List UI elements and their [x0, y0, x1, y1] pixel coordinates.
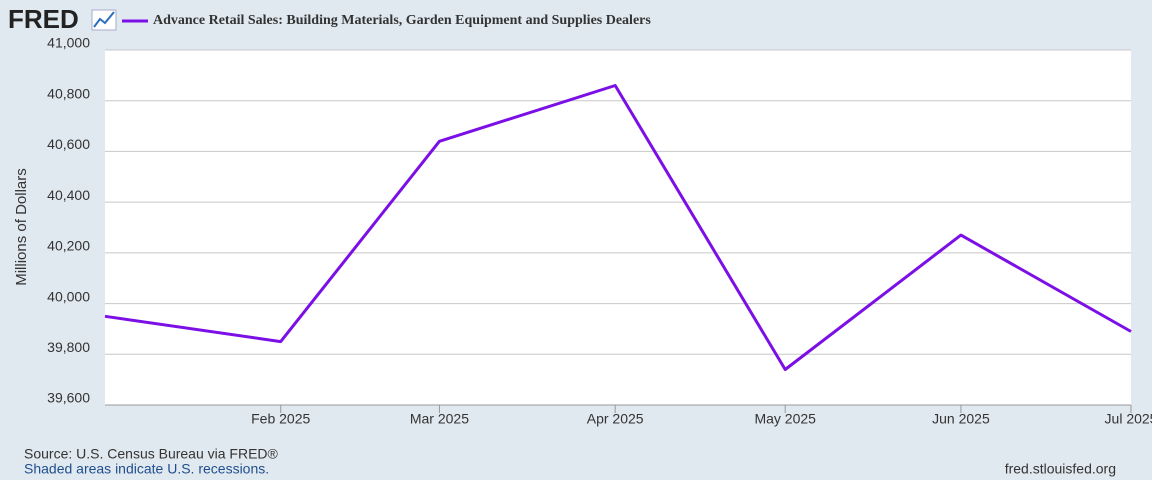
x-tick-label: Apr 2025 [587, 411, 644, 427]
logo-icon [91, 9, 117, 31]
plot-area [105, 50, 1131, 405]
x-tick-label: May 2025 [754, 411, 816, 427]
y-tick-label: 41,000 [47, 35, 90, 51]
y-tick-label: 40,400 [47, 187, 90, 203]
source: Source: U.S. Census Bureau via FRED® [24, 446, 279, 462]
x-tick-label: Mar 2025 [410, 411, 469, 427]
url: fred.stlouisfed.org [1005, 461, 1116, 477]
y-tick-label: 40,200 [47, 238, 90, 254]
data-line [104, 84, 1132, 371]
y-tick-label: 40,800 [47, 85, 90, 101]
x-tick-label: Jul 2025 [1105, 411, 1152, 427]
y-tick-label: 39,600 [47, 390, 90, 406]
x-tick-label: Feb 2025 [251, 411, 310, 427]
y-tick-label: 40,600 [47, 136, 90, 152]
legend-label: Advance Retail Sales: Building Materials… [153, 13, 651, 28]
logo: FRED [8, 4, 79, 34]
note: Shaded areas indicate U.S. recessions. [24, 461, 269, 477]
y-tick-label: 40,000 [47, 288, 90, 304]
x-tick-label: Jun 2025 [932, 411, 990, 427]
y-axis-label: Millions of Dollars [13, 168, 30, 286]
y-tick-label: 39,800 [47, 339, 90, 355]
